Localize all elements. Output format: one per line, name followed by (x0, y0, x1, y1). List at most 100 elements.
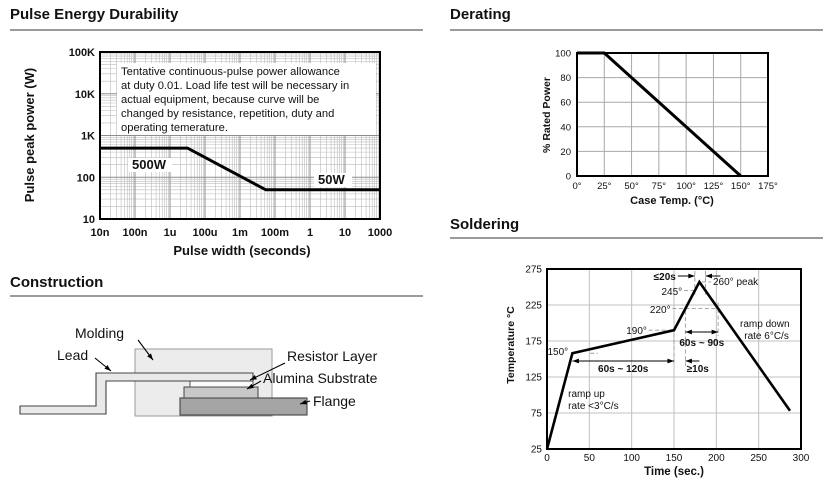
soldering-x-tick: 100 (623, 453, 640, 464)
le20s-arrow-right-head (688, 273, 695, 279)
section-rule-derating (450, 29, 823, 31)
derating-chart: 0 20 40 60 80 100 0° 25° 50° 75° 100° 125° 150° 175° C… (541, 49, 778, 208)
ramp-down-label-1: ramp down (740, 319, 789, 330)
derating-x-tick: 25° (597, 181, 612, 192)
soldering-x-axis-title: Time (sec.) (644, 466, 704, 478)
pulse-50w-label: 50W (318, 172, 345, 187)
derating-x-tick: 75° (652, 181, 667, 192)
pulse-x-tick: 10 (339, 227, 351, 239)
soldering-y-tick: 75 (531, 409, 543, 420)
pulse-power-curve (100, 146, 380, 192)
pulse-note-line: Tentative continuous-pulse power allowan… (121, 66, 340, 78)
soldering-profile-chart: ≤20s 245° 260° peak 220°190° 150° 60s ~ 120s ≥… (505, 265, 810, 479)
resistor-layer-label: Resistor Layer (287, 348, 378, 364)
le20s-arrow-left-head (705, 273, 712, 279)
section-rule-construction (10, 295, 423, 297)
soldering-y-tick: 175 (525, 337, 542, 348)
derating-x-tick: 50° (624, 181, 639, 192)
flange-leader-head (300, 399, 307, 405)
pulse-x-tick: 100m (261, 227, 289, 239)
le20s-label: ≤20s (654, 272, 677, 283)
alumina-substrate-label: Alumina Substrate (263, 370, 378, 386)
above-220-time-dim-head-right (711, 329, 719, 335)
pulse-y-tick: 100K (69, 47, 95, 59)
derating-x-tick: 0° (572, 181, 581, 192)
soldering-x-tick: 50 (584, 453, 596, 464)
pulse-50w-label-bg (314, 173, 352, 187)
derating-y-tick: 40 (560, 122, 571, 133)
above-220-time-label: 60s ~ 90s (679, 338, 724, 349)
pulse-y-tick: 10K (75, 89, 95, 101)
section-title-pulse-energy-durability: Pulse Energy Durability (10, 6, 179, 23)
derating-x-tick: 175° (758, 181, 778, 192)
peak-260-label: 260° peak (713, 277, 759, 288)
derating-y-tick: 100 (555, 49, 571, 60)
pulse-x-tick: 100u (192, 227, 217, 239)
pulse-plot-border (99, 51, 381, 220)
pulse-x-tick: 1 (307, 227, 313, 239)
construction-diagram: Molding Lead Resistor Layer Alumina Substra… (19, 325, 378, 417)
soldering-x-tick: 250 (750, 453, 767, 464)
derating-y-tick: 20 (560, 147, 571, 158)
preheat-time-dim-head-right (667, 358, 674, 364)
pulse-x-tick: 10n (91, 227, 110, 239)
pulse-energy-durability-chart: Tentative continuous-pulse power allowan… (22, 47, 392, 258)
molding-leader-head (147, 353, 153, 360)
lead-label: Lead (57, 347, 88, 363)
soldering-y-tick: 25 (531, 445, 543, 456)
pulse-x-tick: 1m (232, 227, 248, 239)
section-title-derating: Derating (450, 6, 511, 23)
pulse-note-line: at duty 0.01. Load life test will be nec… (121, 80, 349, 92)
preheat-time-dim-head-left (572, 358, 579, 364)
derating-y-tick: 60 (560, 98, 571, 109)
section-rule-soldering (450, 237, 823, 239)
ramp-up-label-2: rate <3°C/s (568, 401, 618, 412)
derating-plot-border (576, 52, 769, 177)
soldering-x-tick: 0 (544, 453, 550, 464)
derating-x-tick: 100° (676, 181, 696, 192)
flange-label: Flange (313, 393, 356, 409)
soldering-y-tick: 275 (525, 265, 542, 276)
temp-220-label: 220° (650, 305, 671, 316)
derating-y-tick: 0 (566, 172, 571, 183)
derating-x-axis-title: Case Temp. (°C) (630, 195, 714, 207)
soldering-plot-border (546, 268, 802, 450)
pulse-note-line: operating temerature. (121, 122, 228, 134)
flange-plate (179, 397, 308, 416)
ramp-up-label-1: ramp up (568, 389, 605, 400)
soldering-y-tick: 125 (525, 373, 542, 384)
ge10s-arrow-head (685, 358, 692, 364)
ge10s-label: ≥10s (687, 364, 710, 375)
derating-x-tick: 125° (704, 181, 724, 192)
section-title-construction: Construction (10, 274, 104, 291)
derating-curve (577, 51, 742, 178)
above-220-time-dim-head-left (685, 329, 692, 335)
soldering-x-tick: 300 (793, 453, 810, 464)
molding-label: Molding (75, 325, 124, 341)
pulse-x-tick: 1u (164, 227, 177, 239)
pulse-x-axis-title: Pulse width (seconds) (173, 243, 310, 258)
alumina-substrate-leader-head (247, 383, 254, 389)
pulse-500w-label: 500W (132, 157, 167, 172)
pulse-note-line: actual equipment, because curve will be (121, 94, 319, 106)
preheat-time-label: 60s ~ 120s (598, 364, 649, 375)
pulse-500w-label-bg (128, 158, 172, 172)
section-rule-pulse (10, 29, 423, 31)
pulse-y-axis-title: Pulse peak power (W) (22, 68, 37, 202)
pulse-note-background (117, 63, 376, 135)
resistor-layer-leader-head (250, 375, 257, 380)
soldering-x-tick: 150 (666, 453, 683, 464)
pulse-y-tick: 1K (81, 131, 95, 143)
pulse-x-tick: 1000 (368, 227, 392, 239)
temp-190-label: 190° (626, 326, 647, 337)
pulse-y-tick: 100 (77, 172, 95, 184)
pulse-note-line: changed by resistance, repetition, duty … (121, 108, 334, 120)
derating-x-tick: 150° (731, 181, 751, 192)
soldering-x-tick: 200 (708, 453, 725, 464)
temp-245-label: 245° (661, 287, 682, 298)
ramp-down-label-2: rate 6°C/s (744, 331, 789, 342)
pulse-y-tick: 10 (83, 214, 95, 226)
lead-leader-head (104, 365, 111, 371)
resistor-layer-strip (189, 380, 254, 388)
